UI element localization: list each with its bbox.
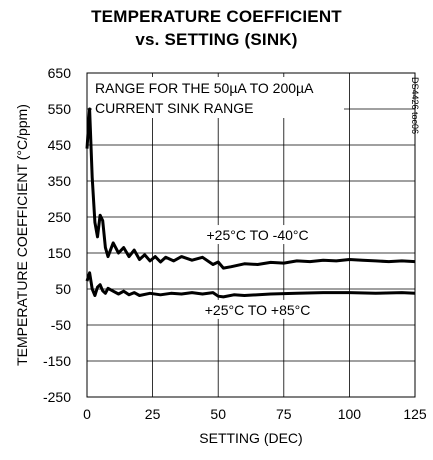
plot-frame bbox=[86, 72, 416, 398]
x-tick-label-0: 0 bbox=[83, 406, 91, 422]
y-axis-label: TEMPERATURE COEFFICIENT (°C/ppm) bbox=[14, 104, 30, 366]
y-tick-labels: -250 -150 -50 50 150 250 350 450 550 650 bbox=[43, 65, 71, 405]
y-tick-label--250: -250 bbox=[43, 389, 71, 405]
series-line-2 bbox=[85, 271, 416, 299]
series-line-1 bbox=[85, 107, 416, 270]
series1-label-box bbox=[187, 225, 328, 245]
x-axis-label: SETTING (DEC) bbox=[199, 430, 302, 446]
series-lines bbox=[85, 107, 416, 299]
chart-title-line2: vs. SETTING (SINK) bbox=[135, 30, 298, 49]
y-tick-label-350: 350 bbox=[48, 173, 72, 189]
x-tick-labels: 0 25 50 75 100 125 bbox=[83, 406, 427, 422]
y-tick-label-550: 550 bbox=[48, 101, 72, 117]
range-annotation-box bbox=[92, 77, 344, 118]
y-tick-label-450: 450 bbox=[48, 137, 72, 153]
y-tick-label--50: -50 bbox=[51, 317, 71, 333]
x-tick-label-75: 75 bbox=[276, 406, 292, 422]
x-tick-label-25: 25 bbox=[145, 406, 161, 422]
y-tick-label-650: 650 bbox=[48, 65, 72, 81]
y-tick-label--150: -150 bbox=[43, 353, 71, 369]
series-label-minus40: +25°C TO -40°C bbox=[206, 227, 308, 243]
series-label-plus85: +25°C TO +85°C bbox=[205, 302, 311, 318]
range-annotation-line1: RANGE FOR THE 50µA TO 200µA bbox=[95, 80, 314, 96]
y-tick-label-50: 50 bbox=[55, 281, 71, 297]
x-tick-label-100: 100 bbox=[338, 406, 362, 422]
y-tick-label-150: 150 bbox=[48, 245, 72, 261]
x-tick-label-125: 125 bbox=[403, 406, 427, 422]
x-tick-label-50: 50 bbox=[210, 406, 226, 422]
y-tick-label-250: 250 bbox=[48, 209, 72, 225]
range-annotation-line2: CURRENT SINK RANGE bbox=[95, 100, 253, 116]
figure-code: DS4426 toc06 bbox=[410, 77, 420, 134]
series2-label-box bbox=[187, 299, 328, 319]
chart-title-line1: TEMPERATURE COEFFICIENT bbox=[91, 7, 342, 26]
grid-lines bbox=[87, 73, 415, 397]
